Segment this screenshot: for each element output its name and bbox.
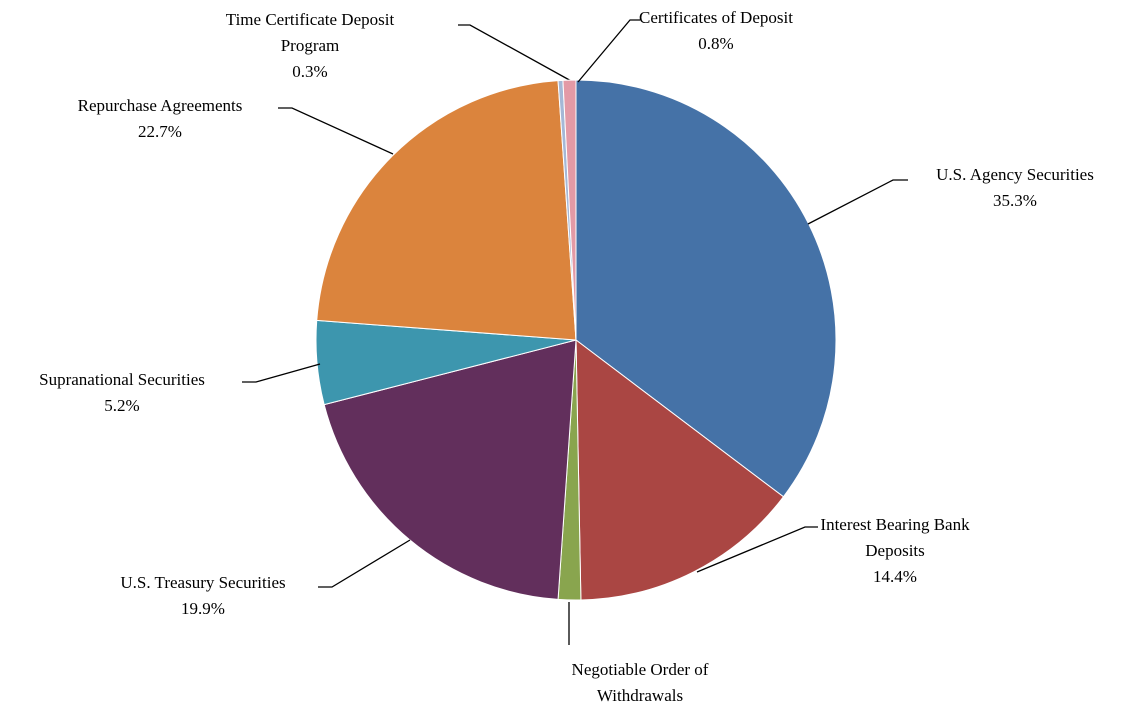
slice-label: Interest Bearing Bank Deposits 14.4% <box>805 512 985 590</box>
leader-line <box>278 107 394 155</box>
category-label: Repurchase Agreements <box>77 96 243 115</box>
value-label: 22.7% <box>138 122 182 141</box>
slice-label: Negotiable Order of Withdrawals1.4% <box>555 657 725 711</box>
value-label: 14.4% <box>873 567 917 586</box>
leader-line <box>807 179 908 225</box>
category-label: Certificates of Deposit <box>639 8 793 27</box>
pie-slice <box>575 338 785 601</box>
slice-label: Supranational Securities 5.2% <box>39 367 205 419</box>
slice-label: U.S. Treasury Securities 19.9% <box>120 570 285 622</box>
leader-line <box>318 539 411 588</box>
value-label: 35.3% <box>993 191 1037 210</box>
slice-label: Time Certificate Deposit Program 0.3% <box>210 7 410 85</box>
category-label: Time Certificate Deposit Program <box>225 10 395 55</box>
category-label: U.S. Treasury Securities <box>120 573 286 592</box>
leader-line <box>242 363 321 383</box>
value-label: 19.9% <box>181 599 225 618</box>
category-label: Negotiable Order of Withdrawals <box>571 660 709 705</box>
category-label: U.S. Agency Securities <box>936 165 1094 184</box>
slice-label: Repurchase Agreements 22.7% <box>78 93 243 145</box>
leader-line <box>696 526 818 573</box>
value-label: 0.3% <box>292 62 328 81</box>
leader-line <box>577 19 640 83</box>
leader-line <box>458 24 574 83</box>
value-label: 0.8% <box>698 34 734 53</box>
value-label: 5.2% <box>104 396 140 415</box>
category-label: Supranational Securities <box>39 370 205 389</box>
category-label: Interest Bearing Bank Deposits <box>820 515 970 560</box>
pie-slice <box>316 80 577 341</box>
slice-label: U.S. Agency Securities 35.3% <box>936 162 1094 214</box>
pie-slice <box>562 79 577 341</box>
slice-label: Certificates of Deposit 0.8% <box>639 5 793 57</box>
